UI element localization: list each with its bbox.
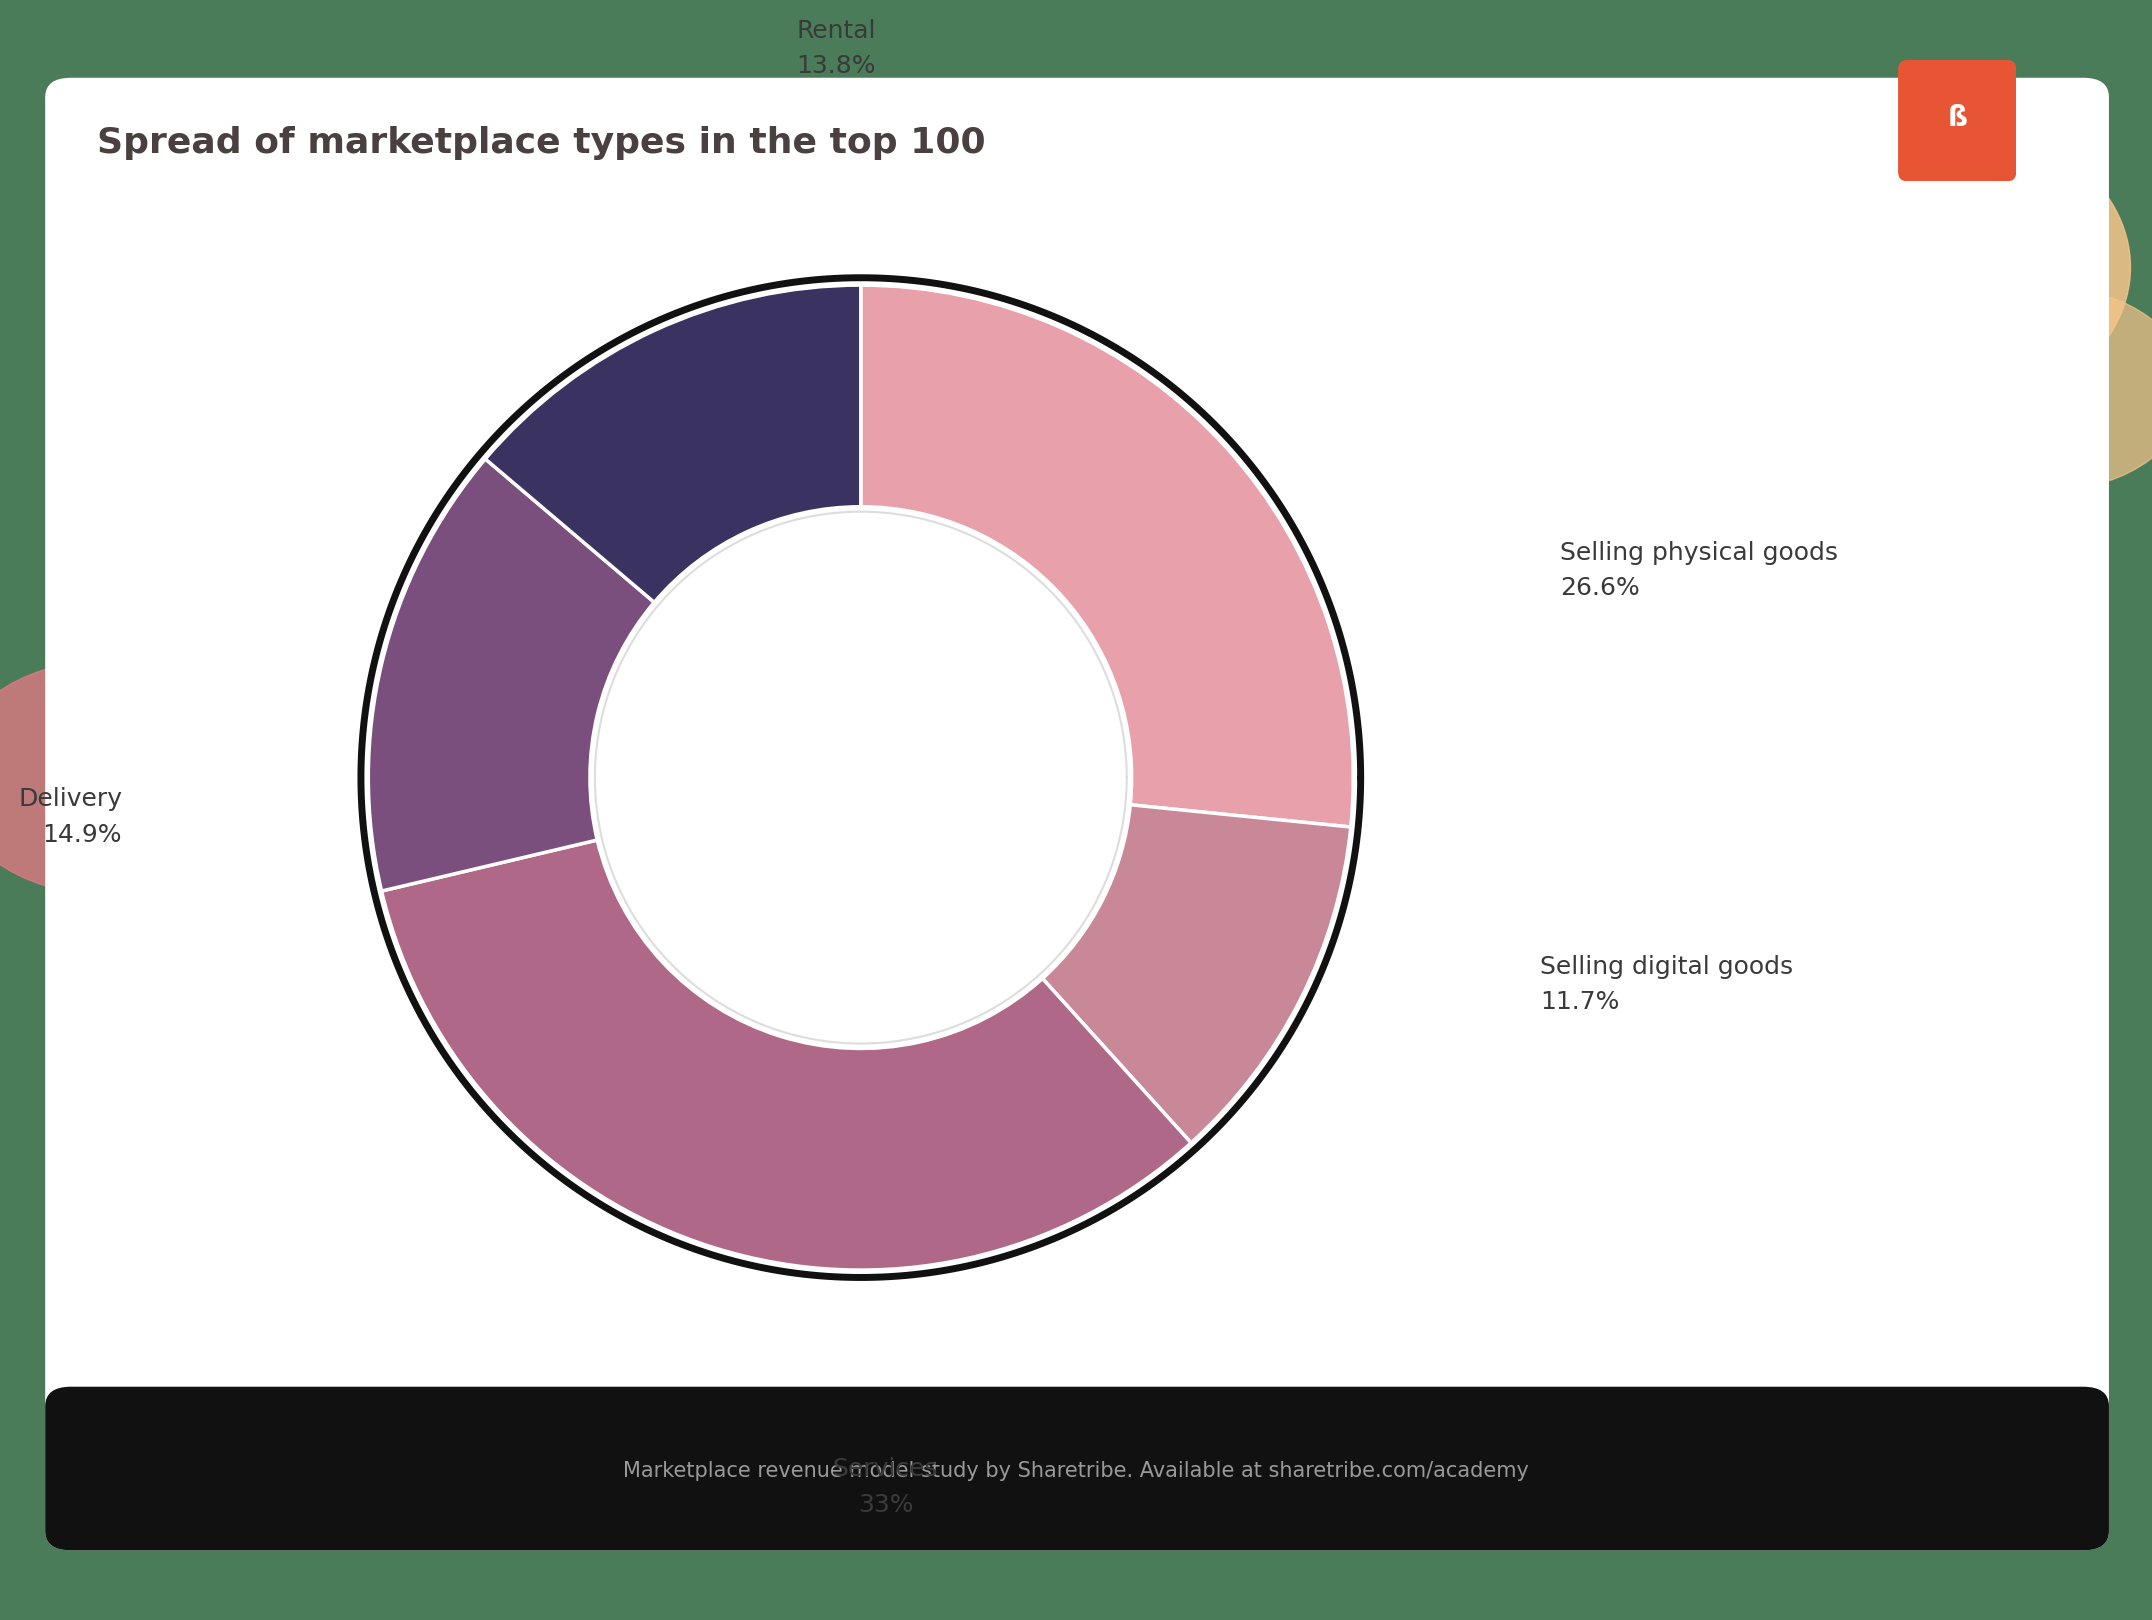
FancyBboxPatch shape (1898, 60, 2016, 181)
Circle shape (0, 661, 258, 894)
Text: Spread of marketplace types in the top 100: Spread of marketplace types in the top 1… (97, 126, 986, 160)
Text: Rental
13.8%: Rental 13.8% (796, 19, 876, 78)
Wedge shape (368, 458, 654, 891)
Text: Selling physical goods
26.6%: Selling physical goods 26.6% (1560, 541, 1838, 601)
Text: Services
33%: Services 33% (833, 1458, 938, 1516)
FancyBboxPatch shape (45, 1387, 2109, 1550)
Text: Delivery
14.9%: Delivery 14.9% (17, 787, 123, 847)
Text: ß: ß (1948, 104, 1967, 133)
Wedge shape (381, 841, 1190, 1270)
Wedge shape (1042, 805, 1351, 1142)
FancyBboxPatch shape (45, 78, 2109, 1550)
Circle shape (58, 1324, 351, 1544)
Text: Marketplace revenue model study by Sharetribe. Available at sharetribe.com/acade: Marketplace revenue model study by Share… (624, 1461, 1528, 1481)
Circle shape (1722, 113, 2130, 421)
Circle shape (1922, 288, 2152, 489)
Text: Selling digital goods
11.7%: Selling digital goods 11.7% (1541, 954, 1793, 1014)
Wedge shape (861, 285, 1354, 828)
Wedge shape (486, 285, 861, 603)
